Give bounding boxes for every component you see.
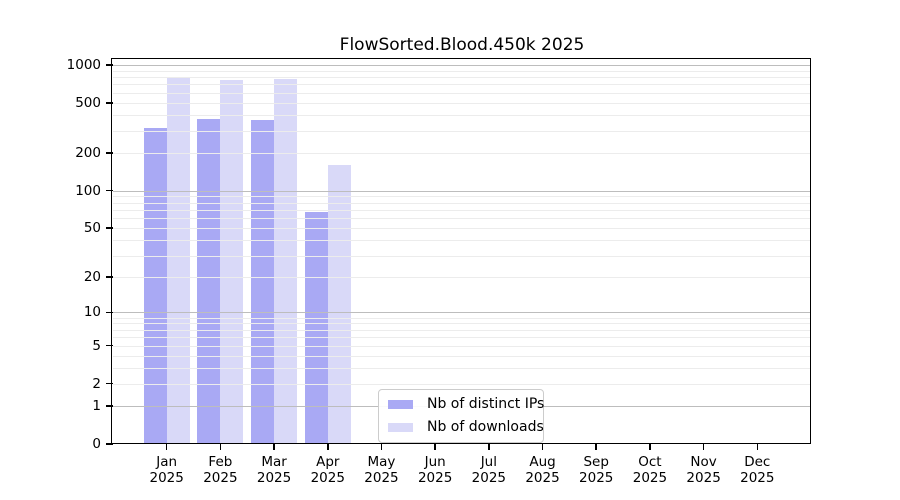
x-tick-may-2025 xyxy=(380,444,383,450)
legend: Nb of distinct IPs Nb of downloads xyxy=(378,389,544,443)
bar-downloads-apr-2025 xyxy=(327,164,351,444)
x-tick-apr-2025 xyxy=(326,444,329,450)
gridline-minor-200 xyxy=(113,152,811,154)
gridline-minor-30 xyxy=(113,255,811,257)
x-tick-label-aug-2025: Aug 2025 xyxy=(525,454,560,486)
y-tick-label-10: 10 xyxy=(83,304,101,321)
x-tick-label-mar-2025: Mar 2025 xyxy=(256,454,292,486)
y-tick-label-1000: 1000 xyxy=(66,56,101,73)
gridline-minor-4 xyxy=(113,355,811,357)
x-tick-mar-2025 xyxy=(273,444,275,450)
y-tick-label-50: 50 xyxy=(83,220,101,237)
bar-distinct-ips-jan-2025 xyxy=(143,127,167,444)
gridline-minor-3 xyxy=(113,367,811,369)
gridline-minor-2 xyxy=(113,383,811,385)
downloads-swatch xyxy=(388,423,413,432)
gridline-minor-9 xyxy=(113,317,811,319)
y-tick-1 xyxy=(106,405,113,407)
gridline-minor-5 xyxy=(113,345,811,347)
x-tick-label-may-2025: May 2025 xyxy=(364,454,399,486)
bar-distinct-ips-apr-2025 xyxy=(304,211,328,444)
x-tick-aug-2025 xyxy=(541,444,544,450)
x-tick-label-jun-2025: Jun 2025 xyxy=(417,454,453,486)
y-tick-5 xyxy=(106,344,113,347)
x-tick-label-apr-2025: Apr 2025 xyxy=(310,454,345,486)
y-tick-1000 xyxy=(106,63,113,66)
gridline-minor-50 xyxy=(113,228,811,230)
x-tick-jan-2025 xyxy=(165,444,168,450)
y-tick-50 xyxy=(106,227,113,229)
x-tick-nov-2025 xyxy=(702,444,705,450)
y-tick-2 xyxy=(106,382,113,385)
gridline-minor-600 xyxy=(113,92,811,94)
y-tick-label-100: 100 xyxy=(75,182,101,199)
y-tick-label-0: 0 xyxy=(92,436,101,452)
legend-label-distinct-ips: Nb of distinct IPs xyxy=(427,396,545,412)
chart-title: FlowSorted.Blood.450k 2025 xyxy=(339,35,585,55)
gridline-minor-60 xyxy=(113,218,811,220)
gridline-minor-6 xyxy=(113,337,811,339)
gridline-major-100 xyxy=(113,190,811,192)
gridline-major-1000 xyxy=(113,64,811,66)
y-tick-200 xyxy=(106,152,113,154)
x-tick-label-feb-2025: Feb 2025 xyxy=(203,454,238,486)
y-tick-label-1: 1 xyxy=(92,397,101,414)
y-tick-label-20: 20 xyxy=(83,268,101,285)
bar-downloads-mar-2025 xyxy=(274,78,298,444)
x-tick-label-sep-2025: Sep 2025 xyxy=(579,454,614,486)
plot-area: 0 1 2 5 10 20 50 100 200 500 1000 Jan 2025 Feb 2025 Mar… xyxy=(67,57,812,486)
x-tick-label-nov-2025: Nov 2025 xyxy=(686,454,721,486)
x-tick-dec-2025 xyxy=(756,444,759,450)
y-tick-label-5: 5 xyxy=(92,337,101,354)
gridline-minor-70 xyxy=(113,210,811,211)
gridline-minor-800 xyxy=(113,77,811,78)
legend-row-downloads: Nb of downloads xyxy=(385,419,544,436)
distinct-ips-swatch xyxy=(388,400,413,409)
gridline-minor-90 xyxy=(113,196,811,198)
x-tick-feb-2025 xyxy=(219,444,222,450)
y-tick-label-500: 500 xyxy=(75,94,101,111)
gridline-minor-7 xyxy=(113,329,811,331)
y-tick-100 xyxy=(106,189,113,192)
y-tick-20 xyxy=(106,276,113,278)
bar-distinct-ips-feb-2025 xyxy=(197,118,221,444)
gridline-minor-80 xyxy=(113,202,811,204)
x-tick-oct-2025 xyxy=(649,444,651,450)
legend-row-distinct-ips: Nb of distinct IPs xyxy=(385,396,544,413)
gridline-minor-300 xyxy=(113,130,811,132)
y-tick-500 xyxy=(106,101,113,104)
gridline-major-10 xyxy=(113,312,811,314)
x-tick-label-dec-2025: Dec 2025 xyxy=(740,454,775,486)
y-tick-label-200: 200 xyxy=(75,144,101,161)
gridline-minor-40 xyxy=(113,240,811,242)
y-tick-label-2: 2 xyxy=(92,375,101,392)
x-tick-label-jan-2025: Jan 2025 xyxy=(149,454,184,486)
gridline-minor-500 xyxy=(113,102,811,104)
bar-downloads-feb-2025 xyxy=(220,79,244,444)
x-tick-label-jul-2025: Jul 2025 xyxy=(471,454,507,486)
bar-distinct-ips-mar-2025 xyxy=(251,120,275,444)
x-tick-label-oct-2025: Oct 2025 xyxy=(632,454,668,486)
gridline-minor-900 xyxy=(113,70,811,72)
gridline-minor-8 xyxy=(113,323,811,325)
gridline-minor-400 xyxy=(113,114,811,116)
bar-downloads-jan-2025 xyxy=(166,76,190,444)
x-tick-jul-2025 xyxy=(488,444,490,450)
y-tick-0 xyxy=(106,443,113,445)
y-tick-10 xyxy=(106,311,113,314)
x-tick-jun-2025 xyxy=(434,444,436,450)
x-tick-sep-2025 xyxy=(595,444,598,450)
gridline-minor-700 xyxy=(113,84,811,86)
gridline-minor-20 xyxy=(113,276,811,278)
legend-label-downloads: Nb of downloads xyxy=(427,419,544,435)
